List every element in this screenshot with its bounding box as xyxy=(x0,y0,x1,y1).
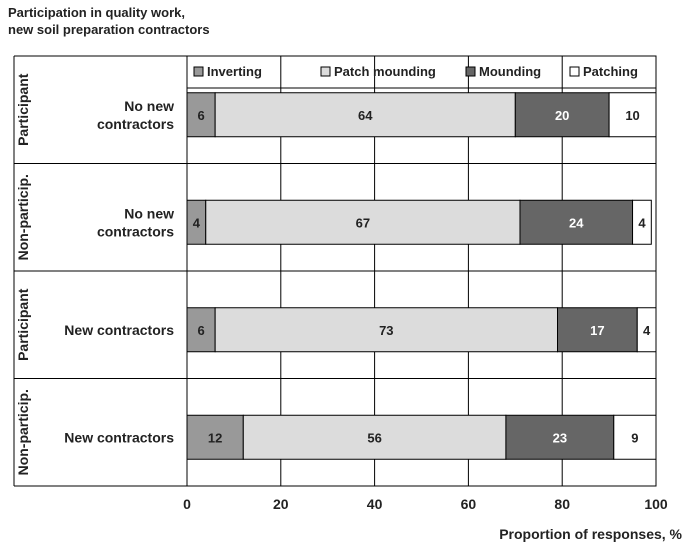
data-label-1-mounding: 20 xyxy=(555,108,569,123)
legend-label-mounding: Mounding xyxy=(479,64,541,79)
legend-label-inverting: Inverting xyxy=(207,64,262,79)
bar-layer xyxy=(186,92,657,460)
group-label-1: Participant xyxy=(15,73,31,146)
x-tick-label-60: 60 xyxy=(461,496,477,512)
data-label-4-mounding: 23 xyxy=(553,430,567,445)
legend-label-patching: Patching xyxy=(583,64,638,79)
data-label-2-inverting: 4 xyxy=(193,215,201,230)
legend-label-patch-mounding: Patch mounding xyxy=(334,64,436,79)
x-axis-label: Proportion of responses, % xyxy=(499,526,682,542)
bar-1-mounding xyxy=(514,92,610,138)
bar-1-inverting xyxy=(186,92,216,138)
bar-4-mounding xyxy=(505,414,615,460)
data-label-3-mounding: 17 xyxy=(590,323,604,338)
data-label-1-patch-mounding: 64 xyxy=(358,108,373,123)
group-label-4: Non-particip. xyxy=(15,389,31,475)
legend: Inverting Patch mounding Mounding Patching xyxy=(187,64,656,89)
category-label-3-line-1: New contractors xyxy=(64,322,174,338)
bar-2-patching xyxy=(632,199,652,245)
data-label-4-patch-mounding: 56 xyxy=(367,430,381,445)
data-label-2-patching: 4 xyxy=(638,215,646,230)
chart-title-line-2: new soil preparation contractors xyxy=(8,22,210,37)
bar-3-patch-mounding xyxy=(214,307,559,353)
bar-1-patch-mounding xyxy=(214,92,516,138)
data-label-3-patching: 4 xyxy=(643,323,651,338)
data-label-3-inverting: 6 xyxy=(197,323,204,338)
data-label-1-patching: 10 xyxy=(625,108,639,123)
x-tick-label-80: 80 xyxy=(554,496,570,512)
legend-swatch-inverting xyxy=(193,66,204,77)
x-tick-label-20: 20 xyxy=(273,496,289,512)
bar-4-patch-mounding xyxy=(242,414,507,460)
category-label-2-line-2: contractors xyxy=(97,223,174,239)
bar-3-mounding xyxy=(557,307,638,353)
bar-2-patch-mounding xyxy=(205,199,521,245)
data-label-4-inverting: 12 xyxy=(208,430,222,445)
legend-swatch-patch-mounding xyxy=(320,66,331,77)
data-label-3-patch-mounding: 73 xyxy=(379,323,393,338)
bar-1-patching xyxy=(608,92,657,138)
data-label-1-inverting: 6 xyxy=(197,108,204,123)
data-label-2-mounding: 24 xyxy=(569,215,584,230)
chart-title: Participation in quality work, new soil … xyxy=(8,4,210,38)
chart-title-line-1: Participation in quality work, xyxy=(8,5,185,20)
category-label-4-line-1: New contractors xyxy=(64,429,174,445)
group-label-2: Non-particip. xyxy=(15,174,31,260)
category-label-1-line-1: No new xyxy=(124,98,174,114)
category-label-2-line-1: No new xyxy=(124,205,174,221)
data-label-4-patching: 9 xyxy=(631,430,638,445)
group-label-3: Participant xyxy=(15,288,31,361)
frame-layer xyxy=(13,55,657,487)
bar-4-inverting xyxy=(186,414,244,460)
x-tick-label-100: 100 xyxy=(644,496,668,512)
category-label-1-line-2: contractors xyxy=(97,116,174,132)
legend-swatch-mounding xyxy=(465,66,476,77)
bar-4-patching xyxy=(613,414,657,460)
data-label-2-patch-mounding: 67 xyxy=(356,215,370,230)
bar-2-mounding xyxy=(519,199,634,245)
x-tick-label-40: 40 xyxy=(367,496,383,512)
legend-swatch-patching xyxy=(569,66,580,77)
x-tick-label-0: 0 xyxy=(183,496,191,512)
